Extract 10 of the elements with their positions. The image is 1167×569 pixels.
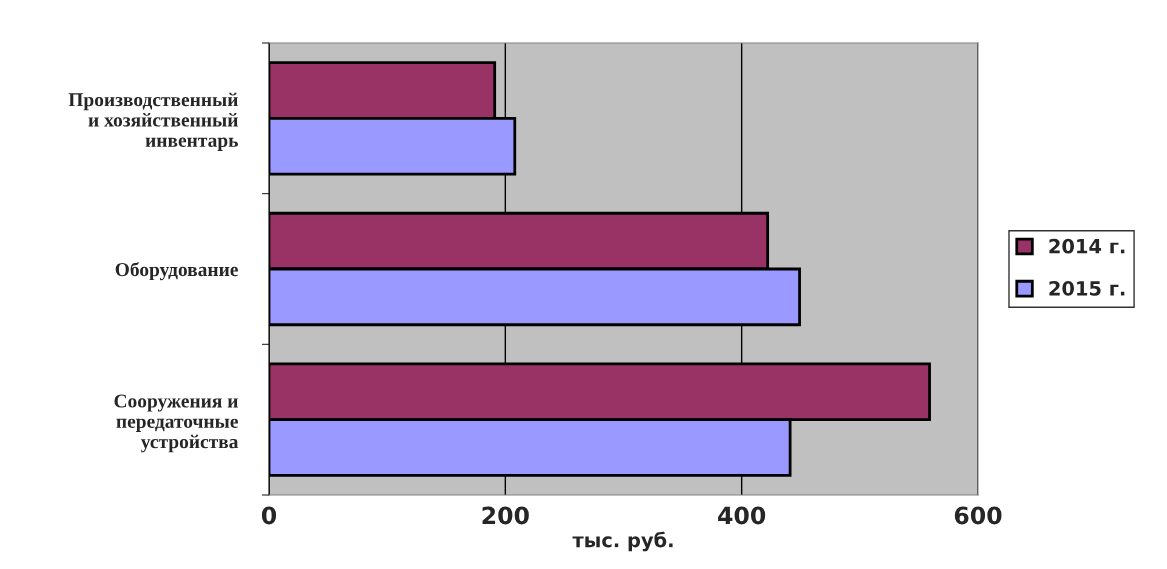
x-tick-label: 600	[954, 506, 1002, 525]
x-axis-title: тыс. руб.	[572, 531, 673, 552]
x-tick-label: 0	[261, 506, 277, 525]
y-tick-label: Сооружения и передаточные устройства	[114, 394, 239, 453]
y-tick-label: Оборудование	[115, 262, 238, 281]
x-tick-label: 200	[482, 506, 529, 525]
legend-label: 2015 г.	[1049, 281, 1125, 296]
x-tick-label: 400	[718, 506, 766, 525]
y-tick-label: Производственный и хозяйственный инвентарь	[68, 92, 238, 151]
legend-label: 2014 г.	[1049, 238, 1125, 254]
